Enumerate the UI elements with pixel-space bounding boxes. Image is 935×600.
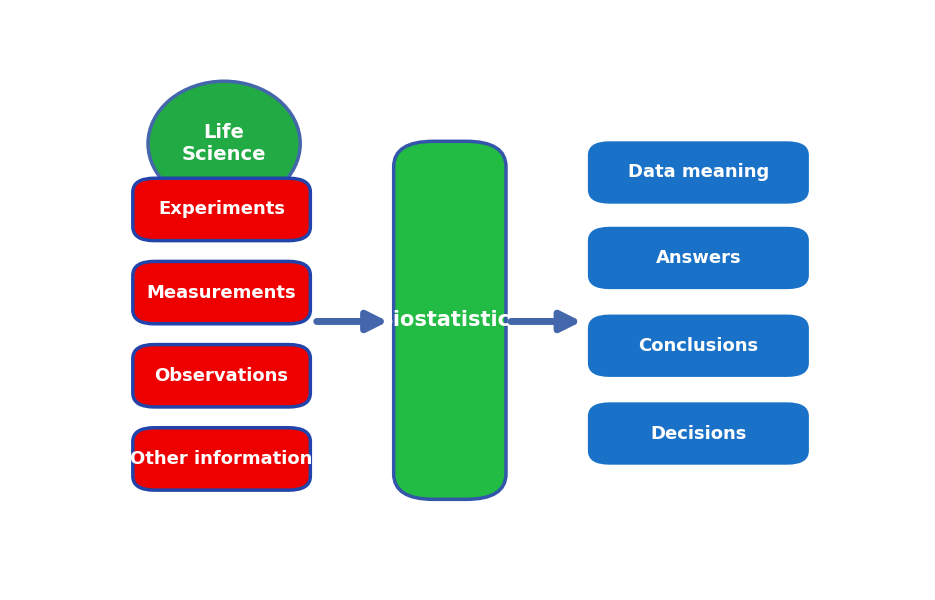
FancyBboxPatch shape xyxy=(394,141,506,499)
Text: Other information: Other information xyxy=(130,450,313,468)
FancyBboxPatch shape xyxy=(133,262,310,324)
Text: Data meaning: Data meaning xyxy=(627,163,769,181)
FancyBboxPatch shape xyxy=(133,344,310,407)
FancyBboxPatch shape xyxy=(133,428,310,490)
Text: Life
Science: Life Science xyxy=(182,123,266,164)
FancyBboxPatch shape xyxy=(588,403,809,464)
Text: Biostatistics: Biostatistics xyxy=(377,310,523,331)
FancyBboxPatch shape xyxy=(588,314,809,377)
Text: Conclusions: Conclusions xyxy=(639,337,758,355)
Ellipse shape xyxy=(148,81,300,206)
Text: Observations: Observations xyxy=(154,367,289,385)
FancyBboxPatch shape xyxy=(588,141,809,203)
Text: Experiments: Experiments xyxy=(158,200,285,218)
FancyBboxPatch shape xyxy=(588,227,809,289)
Text: Measurements: Measurements xyxy=(147,284,296,302)
FancyBboxPatch shape xyxy=(133,178,310,241)
Text: Decisions: Decisions xyxy=(650,425,746,443)
Text: Answers: Answers xyxy=(655,249,741,267)
